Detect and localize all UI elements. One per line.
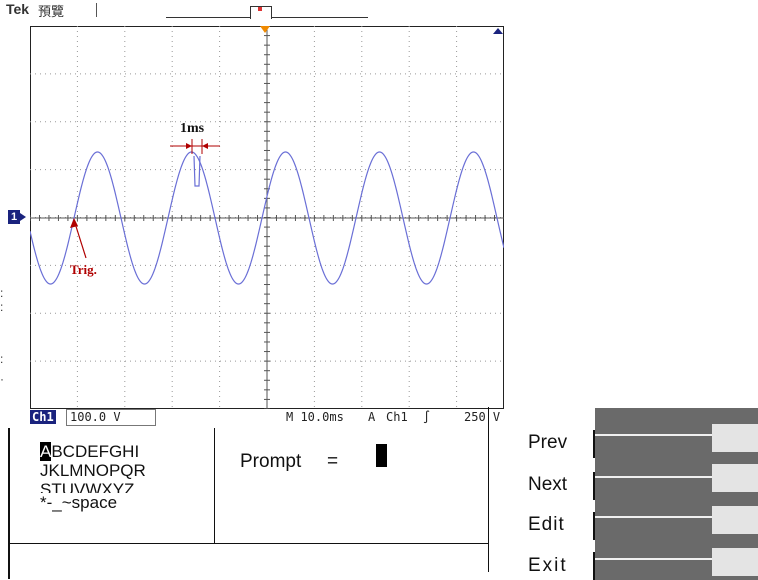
channel-1-marker-tip xyxy=(20,213,26,221)
edit-softkey-button[interactable] xyxy=(712,506,758,534)
volts-per-div-box xyxy=(66,409,156,426)
charset-box xyxy=(10,428,215,544)
brand-label: Tek xyxy=(6,1,30,17)
trigger-level: 250 V xyxy=(464,410,501,424)
channel-1-marker: 1 xyxy=(8,210,20,224)
char-row-text[interactable]: BCDEFGHI xyxy=(51,442,140,461)
scope-graticule: 1ms Trig. xyxy=(30,26,504,409)
trigger-source: A xyxy=(368,410,376,424)
mode-label: 預覽 xyxy=(38,4,65,19)
softkey-edge xyxy=(593,472,595,500)
interval-annotation: 1ms xyxy=(170,121,220,154)
next-softkey-label[interactable]: Next xyxy=(528,474,568,495)
next-softkey-line xyxy=(595,476,712,478)
interval-label: 1ms xyxy=(180,121,205,136)
edit-softkey-label[interactable]: Edit xyxy=(528,514,565,535)
left-tick: : xyxy=(0,300,4,314)
header-divider xyxy=(96,3,97,17)
trigger-position-marker xyxy=(250,6,272,19)
char-row[interactable]: *-_~space xyxy=(40,493,118,512)
trigger-position-dot xyxy=(258,7,262,11)
softkey-edge xyxy=(593,552,595,580)
trigger-label: Trig. xyxy=(70,262,97,277)
next-softkey-button[interactable] xyxy=(712,464,758,492)
panel-divider xyxy=(488,407,489,572)
volts-per-div: 100.0 V xyxy=(70,410,121,424)
pulse-feature xyxy=(193,155,201,187)
left-tick: : xyxy=(0,352,4,366)
trigger-slope-icon: ∫ xyxy=(423,410,431,424)
softkey-edge xyxy=(593,430,595,458)
exit-softkey-button[interactable] xyxy=(712,548,758,576)
selected-char[interactable]: A xyxy=(40,442,52,461)
trigger-time-marker xyxy=(260,26,270,33)
panel-divider xyxy=(10,543,488,544)
char-row[interactable]: ABCDEFGHI xyxy=(40,442,146,461)
prev-softkey-button[interactable] xyxy=(712,424,758,452)
softkey-edge xyxy=(593,512,595,540)
char-row[interactable]: STUVWXYZ xyxy=(40,480,135,493)
channel-badge: Ch1 xyxy=(30,410,56,424)
prev-softkey-line xyxy=(595,434,712,436)
left-tick: · xyxy=(0,372,4,386)
status-strip: Ch1 100.0 V M 10.0ms A Ch1 ∫ 250 V xyxy=(30,409,504,427)
char-row[interactable]: JKLMNOPQR xyxy=(40,461,146,480)
waveform-trace xyxy=(30,151,504,285)
edit-softkey-line xyxy=(595,516,712,518)
prompt-text-cursor[interactable] xyxy=(376,444,387,467)
prompt-label: Prompt xyxy=(240,451,302,472)
trigger-channel: Ch1 xyxy=(386,410,408,424)
exit-softkey-label[interactable]: Exit xyxy=(528,555,568,576)
exit-softkey-line xyxy=(595,558,712,560)
timebase: M 10.0ms xyxy=(286,410,344,424)
character-grid[interactable]: ABCDEFGHI JKLMNOPQR STUVWXYZ *-_~space xyxy=(40,442,146,512)
trigger-level-marker xyxy=(493,28,503,34)
text-entry-panel xyxy=(8,428,497,579)
trigger-annotation: Trig. xyxy=(70,218,97,277)
prompt-equals: = xyxy=(327,451,339,472)
prev-softkey-label[interactable]: Prev xyxy=(528,432,568,453)
graticule-grid xyxy=(30,26,504,409)
left-tick: : xyxy=(0,286,4,300)
